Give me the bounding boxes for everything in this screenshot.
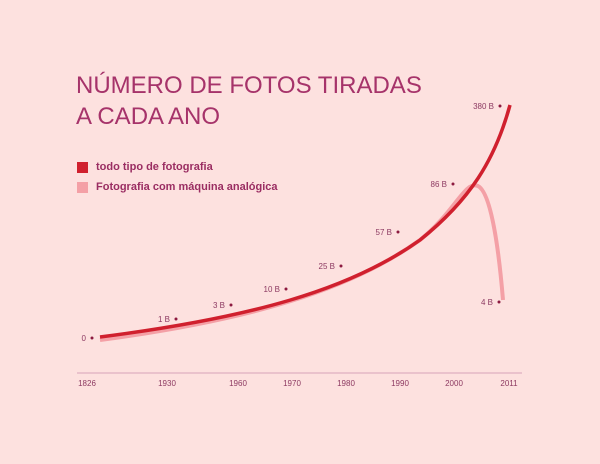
x-tick-label: 2011 <box>500 379 518 388</box>
legend-swatch-pink <box>77 181 88 193</box>
legend-swatch-red <box>77 161 88 173</box>
data-point <box>90 336 94 340</box>
chart-title: NÚMERO DE FOTOS TIRADAS A CADA ANO <box>76 70 422 132</box>
title-line-2: A CADA ANO <box>76 103 221 130</box>
data-label: 25 B <box>319 262 335 271</box>
data-point <box>396 230 400 234</box>
x-tick-label: 1826 <box>78 379 96 388</box>
data-label: 3 B <box>213 301 225 310</box>
legend-item-all: todo tipo de fotografia <box>77 161 213 173</box>
legend-label: Fotografia com máquina analógica <box>96 181 278 193</box>
data-point <box>339 264 343 268</box>
data-label: 380 B <box>473 102 494 111</box>
data-point <box>284 287 288 291</box>
x-tick-label: 1980 <box>337 379 355 388</box>
data-point <box>229 303 233 307</box>
data-label: 0 <box>82 334 87 343</box>
series-all-line <box>99 104 512 339</box>
data-label: 1 B <box>158 315 170 324</box>
data-label: 57 B <box>376 228 392 237</box>
legend-item-analog: Fotografia com máquina analógica <box>77 181 278 193</box>
data-point <box>451 182 455 186</box>
data-point <box>498 104 502 108</box>
x-tick-label: 1970 <box>283 379 301 388</box>
title-line-1: NÚMERO DE FOTOS TIRADAS <box>76 72 422 99</box>
x-tick-label: 1960 <box>229 379 247 388</box>
x-tick-label: 2000 <box>445 379 463 388</box>
x-tick-label: 1990 <box>391 379 409 388</box>
data-point <box>174 317 178 321</box>
data-point <box>497 300 501 304</box>
legend-label: todo tipo de fotografia <box>96 161 213 173</box>
data-label: 4 B <box>481 298 493 307</box>
x-tick-label: 1930 <box>158 379 176 388</box>
data-label: 10 B <box>264 285 280 294</box>
data-label: 86 B <box>431 180 447 189</box>
